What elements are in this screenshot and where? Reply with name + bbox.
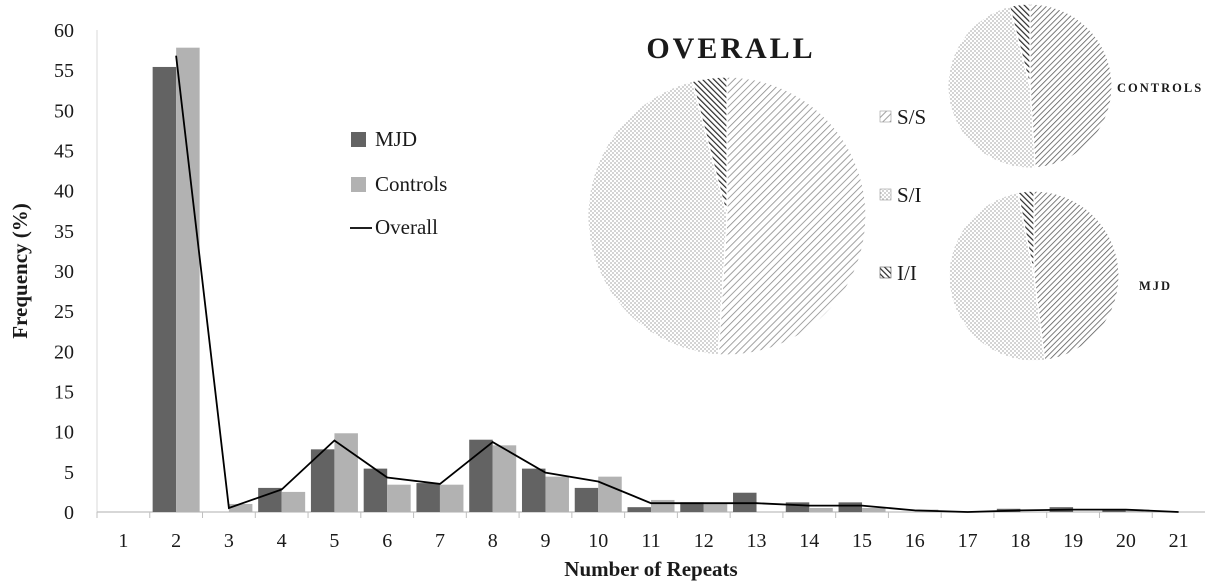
y-tick-labels: 0 5 10 15 20 25 30 35 40 45 50 55 60 (54, 20, 74, 524)
y-tick-label: 60 (54, 20, 74, 42)
bar-controls (281, 491, 306, 512)
y-tick-label: 20 (54, 341, 74, 363)
pie-slice-ss (1033, 190, 1120, 362)
x-tick-label: 9 (540, 530, 550, 552)
y-tick-label: 30 (54, 261, 74, 283)
pie-legend-swatch-si (879, 188, 892, 201)
bar-controls (651, 499, 675, 512)
pie-title-mjd: MJD (1139, 279, 1172, 293)
bar-controls (545, 476, 569, 512)
pie-slice-ss (1029, 3, 1113, 169)
y-tick-label: 15 (54, 382, 74, 404)
pie-controls (947, 3, 1113, 169)
bar-controls (439, 484, 464, 512)
bar-mjd (680, 502, 704, 512)
pie-slice-ii (1017, 190, 1035, 277)
x-tick-label: 12 (694, 530, 714, 552)
pie-slice-ii (691, 76, 728, 217)
bar-mjd (310, 449, 335, 512)
x-tick-label: 10 (588, 530, 608, 552)
y-axis-title: Frequency (%) (8, 203, 32, 339)
overall-line (175, 55, 1179, 513)
y-tick-label: 0 (64, 502, 74, 524)
bar-mjd (627, 507, 651, 512)
x-tick-label: 5 (329, 530, 339, 552)
legend-label-mjd: MJD (375, 127, 417, 151)
pie-slice-ss (717, 76, 867, 356)
pie-title-overall: OVERALL (646, 32, 815, 65)
y-tick-label: 35 (54, 221, 74, 243)
bar-controls (598, 476, 622, 512)
x-tick-labels: 1 2 3 4 5 6 7 8 9 10 11 12 13 14 15 16 17 18 19 20 21 (96, 512, 1189, 552)
y-tick-label: 25 (54, 301, 74, 323)
y-tick-label: 55 (54, 60, 74, 82)
bar-mjd (1102, 510, 1126, 512)
y-tick-label: 10 (54, 422, 74, 444)
x-tick-label: 3 (224, 530, 234, 552)
bar-controls (862, 507, 886, 512)
bar-controls (176, 47, 200, 512)
x-tick-label: 7 (435, 530, 445, 552)
bar-mjd (521, 468, 546, 512)
pie-legend-swatch-ii (879, 266, 892, 279)
y-tick-label: 40 (54, 181, 74, 203)
pie-legend-label-ii: I/I (897, 261, 917, 285)
legend-swatch-mjd (351, 132, 366, 147)
x-tick-label: 19 (1063, 530, 1083, 552)
legend-swatch-controls (351, 177, 366, 192)
bar-mjd (838, 502, 863, 512)
x-tick-label: 8 (488, 530, 498, 552)
bar-legend: MJD Controls Overall (350, 127, 447, 239)
pie-title-controls: CONTROLS (1117, 81, 1203, 95)
y-tick-label: 5 (64, 462, 74, 484)
x-tick-label: 20 (1116, 530, 1136, 552)
pie-mjd (948, 190, 1120, 362)
x-tick-label: 16 (905, 530, 925, 552)
x-tick-label: 17 (958, 530, 978, 552)
legend-label-overall: Overall (375, 215, 438, 239)
x-tick-label: 21 (1169, 530, 1189, 552)
pie-slice-si (948, 191, 1046, 362)
pie-legend-label-si: S/I (897, 183, 922, 207)
x-tick-label: 11 (641, 530, 660, 552)
x-tick-label: 14 (799, 530, 819, 552)
pie-overall (587, 76, 867, 356)
y-tick-label: 45 (54, 141, 74, 163)
bar-controls (228, 503, 253, 512)
bar-mjd (574, 487, 599, 512)
bar-mjd (152, 66, 177, 512)
x-tick-label: 4 (277, 530, 287, 552)
y-axis: 0 5 10 15 20 25 30 35 40 45 50 55 60 (54, 20, 98, 524)
x-tick-label: 18 (1010, 530, 1030, 552)
x-tick-label: 6 (382, 530, 392, 552)
bar-mjd (469, 439, 493, 512)
bar-controls (387, 484, 411, 512)
pie-legend-label-ss: S/S (897, 105, 926, 129)
bar-controls (492, 445, 517, 512)
x-tick-label: 13 (747, 530, 767, 552)
x-tick-label: 1 (118, 530, 128, 552)
x-axis-title: Number of Repeats (564, 557, 737, 581)
pie-legend-swatch-ss (879, 110, 892, 123)
x-tick-label: 2 (171, 530, 181, 552)
pie-slice-ii (1008, 3, 1031, 87)
y-tick-label: 50 (54, 100, 74, 122)
bar-controls (334, 433, 358, 512)
legend-label-controls: Controls (375, 172, 447, 196)
bar-controls (703, 503, 728, 512)
bar-mjd (785, 502, 810, 512)
bar-mjd (258, 487, 282, 512)
x-tick-label: 15 (852, 530, 872, 552)
pie-slice-si (947, 5, 1036, 169)
bar-mjd (363, 468, 388, 512)
bar-controls (809, 507, 833, 512)
pie-legend: S/S S/I I/I (879, 105, 926, 285)
x-axis: 1 2 3 4 5 6 7 8 9 10 11 12 13 14 15 16 17 18 19 20 21 (96, 511, 1205, 552)
bar-mjd (416, 483, 440, 512)
pie-slice-si (587, 80, 728, 356)
